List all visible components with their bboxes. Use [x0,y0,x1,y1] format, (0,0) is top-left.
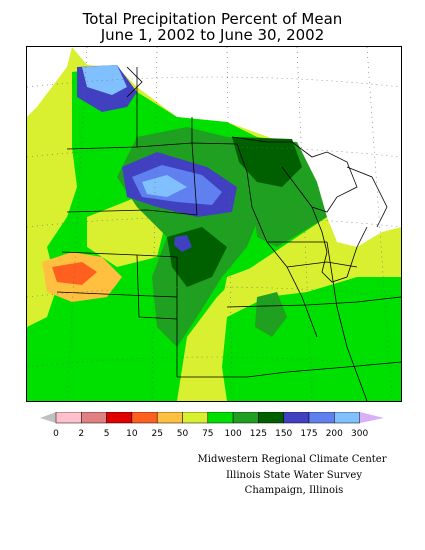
map-graphic [27,47,401,401]
legend-tick-label: 0 [53,429,59,439]
lat-lon-grid [27,47,401,401]
legend-swatch [308,411,335,424]
great-lakes-outline [126,66,388,283]
legend-swatch [131,411,158,424]
legend-tick-label: 50 [177,429,189,439]
legend-swatches [55,411,360,424]
map-region-150-175-spot [174,235,192,252]
legend-swatch [156,411,183,424]
legend-tick-label: 25 [151,429,162,439]
legend-tick-label: 5 [104,429,110,439]
legend-tick-label: 300 [351,429,368,439]
credit-organization: Midwestern Regional Climate Center [197,454,387,465]
legend-swatch [55,411,82,424]
map-title: Total Precipitation Percent of Mean [82,10,343,28]
legend-swatch [334,411,360,424]
map-no-data-west [27,47,72,117]
legend-swatch [81,411,107,424]
legend-swatch [182,411,209,424]
map-region-100-125-spot [255,292,287,337]
legend-swatch [232,411,259,424]
legend-tick-label: 10 [126,429,138,439]
credit-location: Champaign, Illinois [244,485,344,496]
legend-labels: 0 2 5 10 25 50 75 100 125 150 175 200 300 [53,429,368,439]
legend-arrow-high [360,412,384,423]
legend-swatch [258,411,284,424]
legend-swatch [207,411,234,424]
map-region-200-300 [142,175,187,197]
map-region-125-150 [232,137,302,187]
legend-tick-label: 2 [78,429,84,439]
legend-tick-label: 200 [326,429,343,439]
legend-graphic: 0 2 5 10 25 50 75 100 125 150 175 200 300 [40,411,384,439]
legend-tick-label: 175 [300,429,317,439]
legend-tick-label: 125 [250,429,267,439]
map-date-range: June 1, 2002 to June 30, 2002 [100,26,325,44]
credit-institution: Illinois State Water Survey [225,470,362,481]
legend-tick-label: 75 [202,429,213,439]
legend-swatch [106,411,133,424]
map-region-200-300-north [82,65,127,95]
map-no-data-east [382,47,401,232]
legend-tick-label: 100 [225,429,242,439]
map-region-10-25 [52,262,97,285]
color-legend: 0 2 5 10 25 50 75 100 125 150 175 200 300 [40,411,385,442]
legend-swatch [283,411,310,424]
map-region-50-75-west [27,67,72,247]
precipitation-map [26,46,402,402]
legend-arrow-low [40,412,56,423]
state-boundaries [56,67,401,401]
legend-tick-label: 150 [275,429,292,439]
